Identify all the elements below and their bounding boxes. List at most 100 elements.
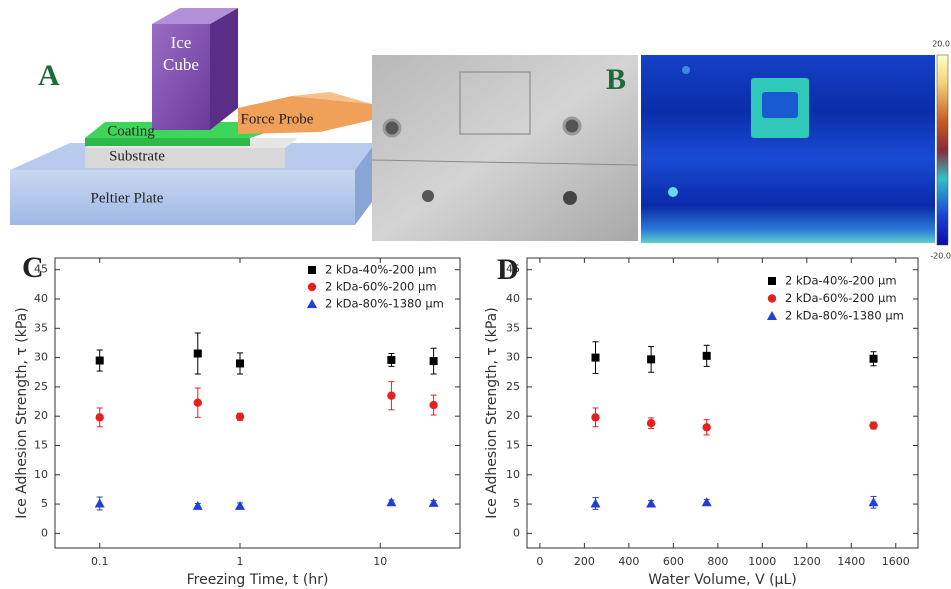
- marker: [647, 355, 656, 364]
- y-tick-label: 20: [34, 409, 48, 422]
- y-tick-label: 45: [34, 263, 48, 276]
- y-tick-label: 35: [506, 321, 520, 334]
- coating-label: Coating: [107, 123, 155, 139]
- marker: [193, 398, 202, 407]
- y-axis-title: Ice Adhesion Strength, τ (kPa): [14, 307, 30, 518]
- marker: [702, 351, 711, 360]
- x-axis-title: Freezing Time, t (hr): [187, 572, 329, 588]
- y-tick-label: 30: [34, 351, 48, 364]
- marker: [387, 391, 396, 400]
- thermal-spot: [682, 66, 690, 74]
- y-tick-label: 25: [34, 380, 48, 393]
- marker: [428, 497, 439, 507]
- legend-marker: [767, 294, 777, 303]
- marker: [701, 497, 712, 507]
- legend-marker: [767, 311, 777, 320]
- thermal-cube-top: [762, 92, 798, 118]
- marker: [590, 498, 601, 508]
- legend-marker: [768, 277, 776, 285]
- photo-screw: [382, 118, 402, 138]
- x-tick-label: 400: [618, 555, 639, 568]
- ice-cube-label: Cube: [163, 55, 199, 74]
- images: 20.0 -20.0 B: [371, 40, 951, 261]
- force-probe-top: [292, 92, 372, 104]
- y-tick-label: 15: [34, 438, 48, 451]
- colorbar-min: -20.0: [930, 252, 951, 261]
- legend-marker: [307, 299, 317, 308]
- legend-label: 2 kDa-60%-200 μm: [325, 280, 437, 294]
- marker: [702, 423, 711, 432]
- panel-label: C: [22, 251, 44, 284]
- marker: [646, 498, 657, 508]
- coating-front: [85, 138, 250, 146]
- y-tick-label: 40: [506, 292, 520, 305]
- chart: 0 5 10 15 20 25 30 35 40 45 0 200 400 600 800 1000 1200 1…: [484, 253, 919, 588]
- y-tick-label: 10: [34, 468, 48, 481]
- thermal-spot: [668, 187, 678, 197]
- panel-label: B: [606, 63, 626, 96]
- plate-side: [355, 143, 375, 225]
- marker: [236, 359, 245, 368]
- legend-label: 2 kDa-80%-1380 μm: [785, 309, 904, 323]
- colorbar-max: 20.0: [932, 40, 950, 49]
- y-tick-label: 10: [506, 468, 520, 481]
- marker: [591, 353, 600, 362]
- ice-cube-side: [210, 8, 238, 130]
- marker: [235, 500, 246, 510]
- photo: [372, 55, 638, 241]
- x-tick-label: 10: [373, 555, 387, 568]
- photo-cube: [459, 71, 531, 135]
- y-tick-label: 15: [506, 438, 520, 451]
- y-tick-label: 20: [506, 409, 520, 422]
- y-tick-label: 25: [506, 380, 520, 393]
- chart: 0 5 10 15 20 25 30 35 40 45 0.1 1 10 Freezing Time, t…: [14, 251, 461, 588]
- substrate-label: Substrate: [109, 148, 165, 164]
- marker: [95, 356, 104, 365]
- photo-screw: [563, 191, 577, 205]
- y-axis-title: Ice Adhesion Strength, τ (kPa): [484, 307, 500, 518]
- marker: [235, 412, 245, 421]
- force-probe: [238, 96, 372, 134]
- marker: [94, 498, 105, 508]
- x-axis-title: Water Volume, V (μL): [648, 572, 796, 588]
- y-tick-label: 0: [41, 526, 48, 539]
- x-tick-label: 1000: [748, 555, 776, 568]
- substrate-front: [85, 148, 285, 168]
- marker: [429, 400, 438, 410]
- plate-front: [10, 170, 355, 225]
- y-tick-label: 45: [506, 263, 520, 276]
- legend-label: 2 kDa-40%-200 μm: [785, 274, 897, 288]
- marker: [429, 357, 438, 366]
- plot-frame: [54, 257, 461, 549]
- x-tick-label: 0: [536, 555, 543, 568]
- y-tick-label: 0: [513, 526, 520, 539]
- legend-marker: [308, 266, 316, 274]
- x-tick-label: 800: [707, 555, 728, 568]
- x-tick-label: 600: [663, 555, 684, 568]
- force-probe-label: Force Probe: [241, 111, 314, 127]
- marker: [869, 354, 878, 363]
- y-tick-label: 35: [34, 321, 48, 334]
- marker: [868, 497, 879, 507]
- photo-edge: [371, 159, 639, 166]
- panel-label: A: [38, 59, 60, 92]
- marker: [386, 497, 397, 507]
- marker: [193, 349, 202, 358]
- legend-label: 2 kDa-40%-200 μm: [325, 263, 437, 277]
- photo-screw: [422, 190, 434, 202]
- y-tick-label: 5: [513, 497, 520, 510]
- marker: [387, 355, 396, 364]
- y-tick-label: 5: [41, 497, 48, 510]
- y-tick-label: 30: [506, 351, 520, 364]
- x-tick-label: 1: [237, 555, 244, 568]
- marker: [591, 413, 600, 422]
- x-tick-label: 1400: [837, 555, 865, 568]
- diagram: A Ice Cube Coating Force Probe Substrate…: [10, 8, 375, 225]
- legend-label: 2 kDa-80%-1380 μm: [325, 297, 444, 311]
- ice-cube-label: Ice: [171, 33, 192, 52]
- marker: [192, 500, 203, 510]
- ice-cube: [152, 24, 210, 130]
- x-tick-label: 1200: [793, 555, 821, 568]
- plot-frame: [526, 257, 919, 549]
